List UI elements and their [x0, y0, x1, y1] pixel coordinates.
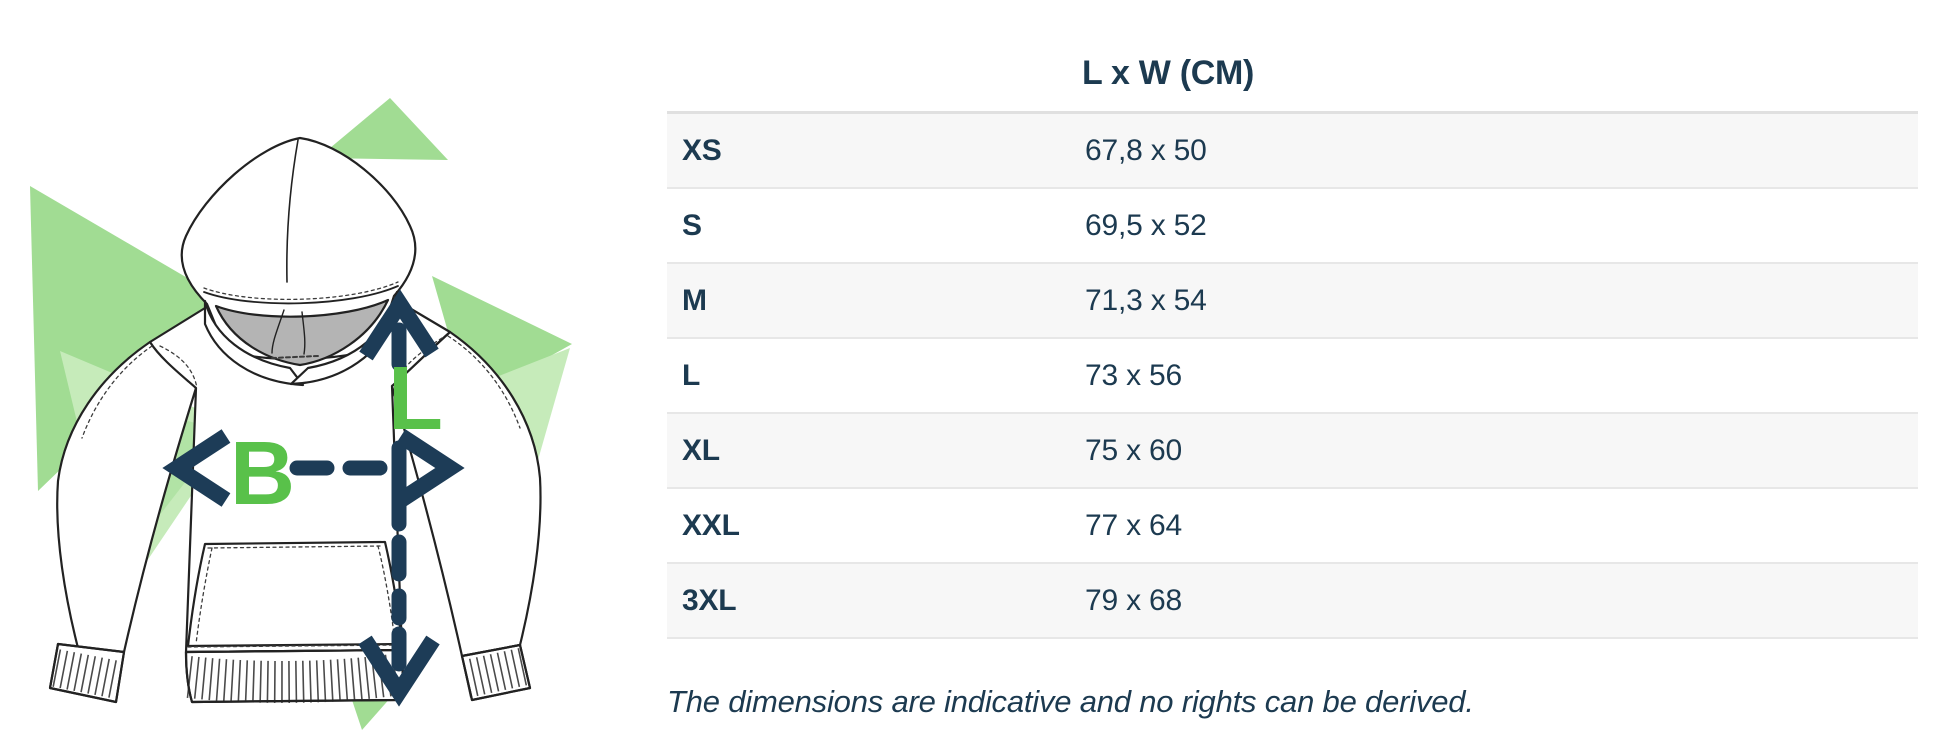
size-dimensions: 73 x 56	[1085, 358, 1183, 392]
size-table: XS 67,8 x 50 S 69,5 x 52 M 71,3 x 54 L 7…	[667, 111, 1918, 639]
size-label: 3XL	[682, 583, 737, 617]
measurement-arrows	[162, 289, 465, 707]
size-label: L	[682, 358, 701, 392]
table-row-xxl: XXL 77 x 64	[667, 489, 1918, 564]
table-row-l: L 73 x 56	[667, 339, 1918, 414]
size-dimensions: 75 x 60	[1085, 433, 1183, 467]
size-table-header: L x W (CM)	[1082, 54, 1255, 92]
size-label: M	[682, 283, 707, 317]
table-row-3xl: 3XL 79 x 68	[667, 564, 1918, 639]
size-dimensions: 77 x 64	[1085, 508, 1183, 542]
hoodie-drawing	[48, 136, 542, 704]
size-dimensions: 67,8 x 50	[1085, 133, 1207, 167]
size-dimensions: 69,5 x 52	[1085, 208, 1207, 242]
size-label: XS	[682, 133, 722, 167]
length-arrow-up-icon	[359, 289, 439, 372]
size-label: S	[682, 208, 702, 242]
width-arrow-left-icon	[162, 429, 231, 507]
hoodie-left-sleeve	[56, 340, 198, 654]
size-label: XL	[682, 433, 720, 467]
hoodie-pocket	[186, 540, 404, 648]
length-arrow-down-icon	[358, 635, 440, 707]
size-dimensions: 71,3 x 54	[1085, 283, 1207, 317]
table-row-xl: XL 75 x 60	[667, 414, 1918, 489]
size-label: XXL	[682, 508, 740, 542]
dimensions-disclaimer: The dimensions are indicative and no rig…	[667, 684, 1474, 719]
table-row-m: M 71,3 x 54	[667, 264, 1918, 339]
width-dimension-label: B	[230, 424, 295, 524]
hood-lining	[214, 298, 390, 367]
width-arrow-right-icon	[396, 429, 465, 507]
table-row-xs: XS 67,8 x 50	[667, 114, 1918, 189]
table-row-s: S 69,5 x 52	[667, 189, 1918, 264]
size-dimensions: 79 x 68	[1085, 583, 1183, 617]
length-dimension-label: L	[388, 349, 443, 449]
hoodie-illustration: L B	[30, 98, 572, 730]
